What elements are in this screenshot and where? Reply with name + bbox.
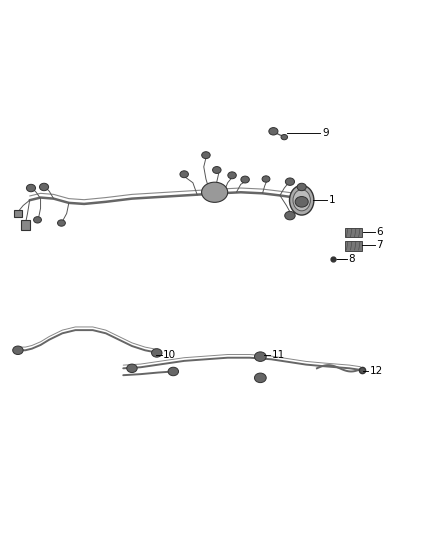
Ellipse shape bbox=[286, 178, 294, 185]
Circle shape bbox=[293, 190, 311, 211]
Ellipse shape bbox=[26, 184, 35, 192]
FancyBboxPatch shape bbox=[345, 241, 362, 251]
Text: 10: 10 bbox=[163, 350, 177, 360]
Ellipse shape bbox=[202, 152, 210, 159]
Ellipse shape bbox=[57, 220, 65, 226]
Ellipse shape bbox=[254, 352, 266, 361]
Ellipse shape bbox=[212, 166, 221, 173]
Ellipse shape bbox=[152, 349, 162, 357]
Text: 8: 8 bbox=[348, 254, 355, 263]
Ellipse shape bbox=[180, 171, 188, 177]
Ellipse shape bbox=[168, 367, 179, 376]
Ellipse shape bbox=[297, 183, 306, 191]
Ellipse shape bbox=[285, 212, 295, 220]
Ellipse shape bbox=[262, 176, 270, 182]
Ellipse shape bbox=[228, 172, 236, 179]
Text: 6: 6 bbox=[377, 227, 383, 237]
Bar bbox=[14, 209, 22, 217]
Ellipse shape bbox=[127, 364, 137, 373]
Ellipse shape bbox=[34, 216, 42, 223]
Text: 7: 7 bbox=[377, 240, 383, 251]
Ellipse shape bbox=[269, 127, 278, 135]
Circle shape bbox=[290, 185, 314, 215]
Ellipse shape bbox=[295, 197, 308, 207]
Ellipse shape bbox=[201, 182, 228, 203]
Text: 9: 9 bbox=[322, 128, 329, 138]
FancyBboxPatch shape bbox=[345, 228, 362, 237]
Text: 12: 12 bbox=[370, 367, 383, 376]
Text: 1: 1 bbox=[328, 195, 336, 205]
Bar bbox=[21, 220, 30, 230]
Text: 11: 11 bbox=[272, 350, 285, 360]
Ellipse shape bbox=[281, 134, 288, 140]
Ellipse shape bbox=[39, 183, 49, 191]
Ellipse shape bbox=[254, 373, 266, 383]
Ellipse shape bbox=[241, 176, 249, 183]
Ellipse shape bbox=[13, 346, 23, 354]
